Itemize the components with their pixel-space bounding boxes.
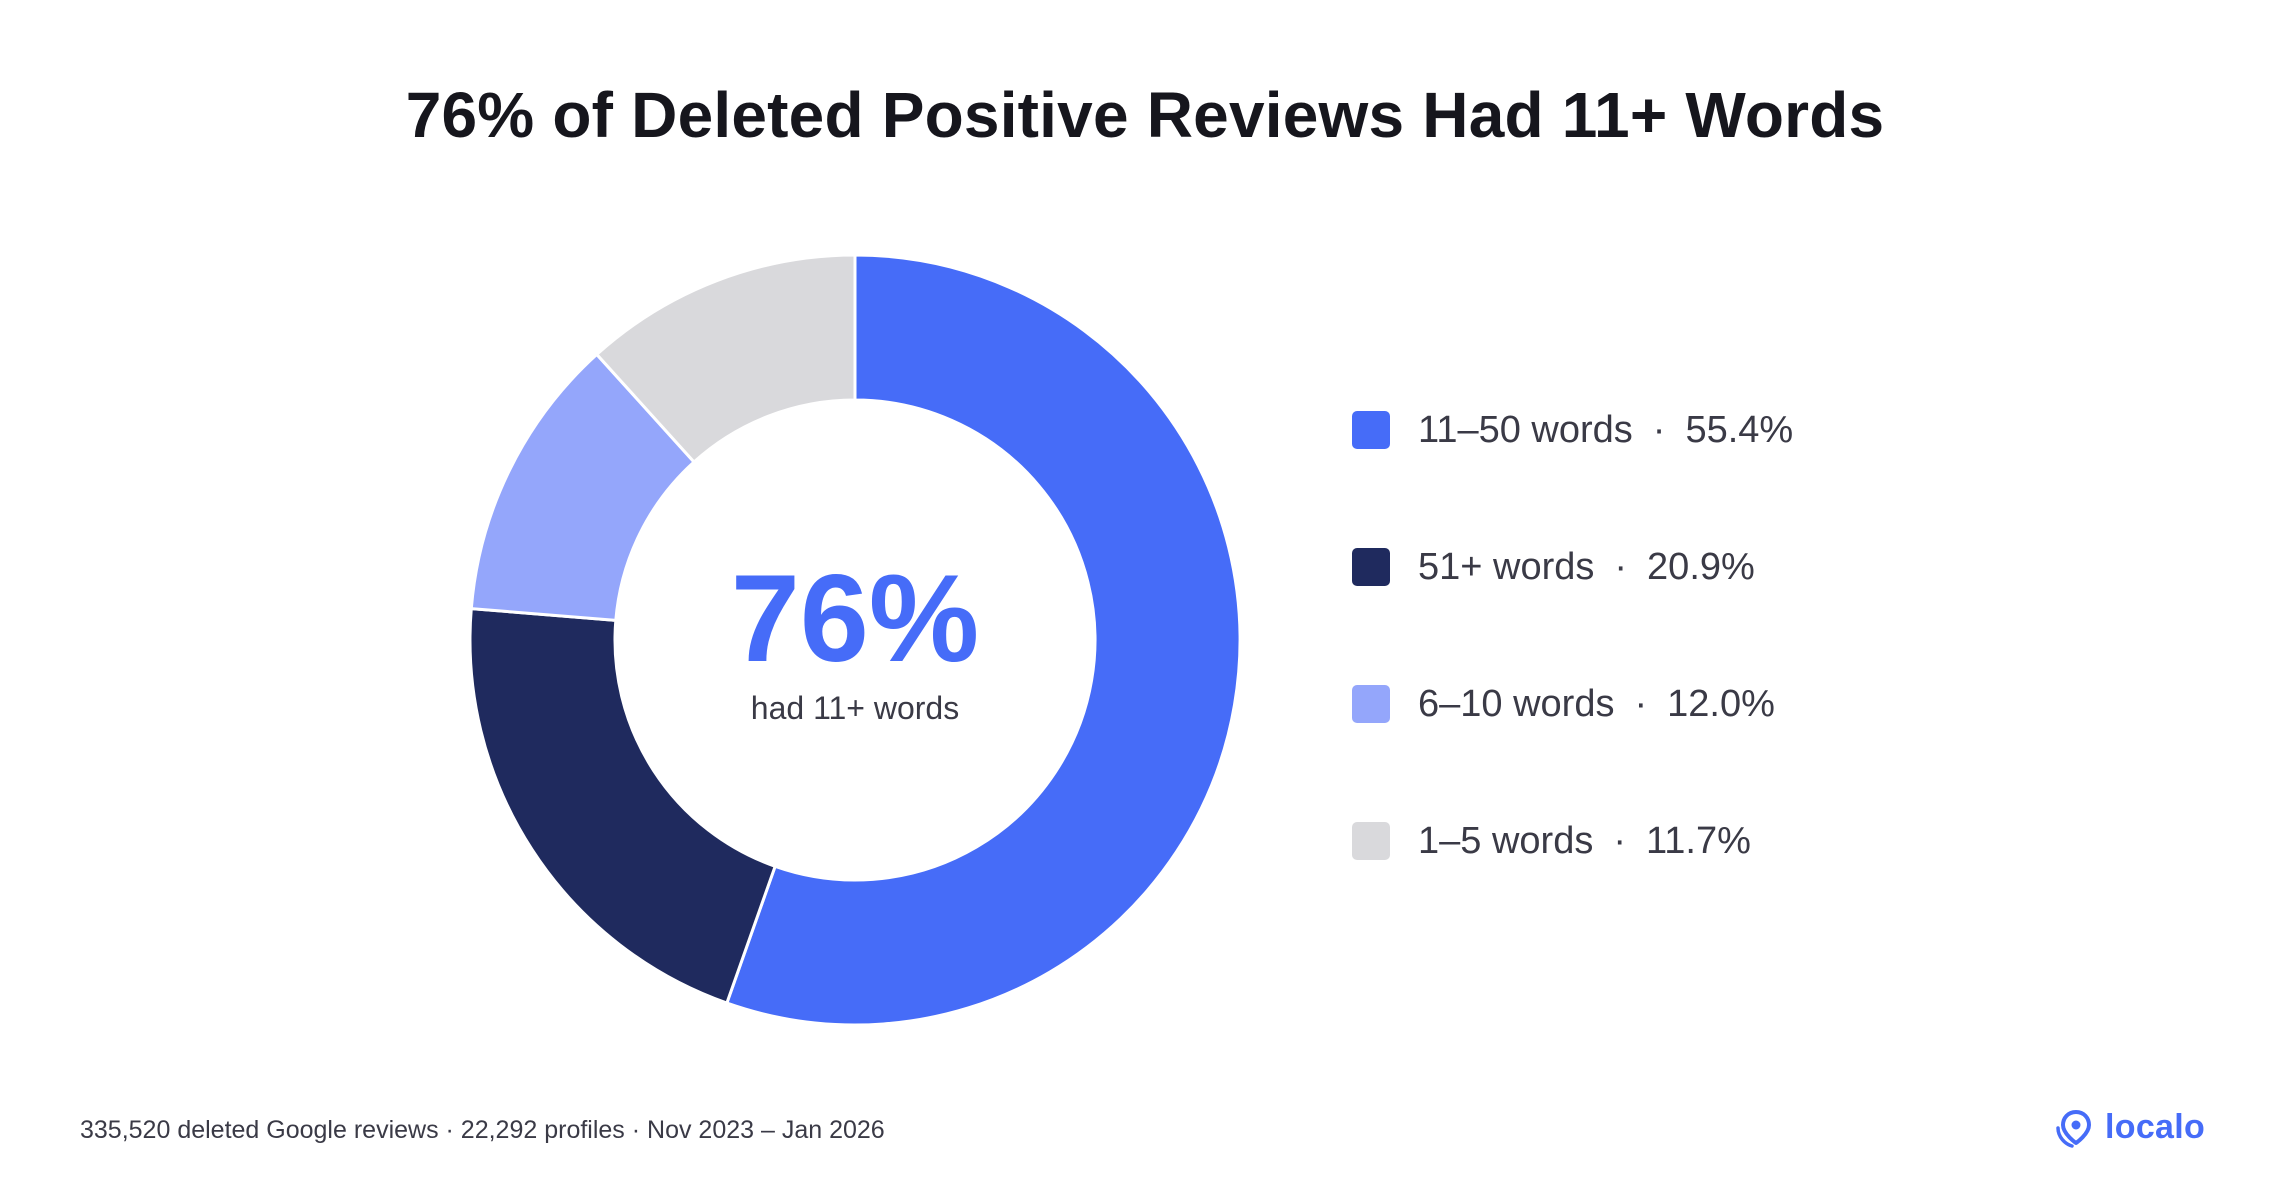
legend-swatch xyxy=(1352,548,1390,586)
legend-separator: · xyxy=(1652,408,1666,451)
legend-swatch xyxy=(1352,822,1390,860)
legend-item-6-10: 6–10 words · 12.0% xyxy=(1352,674,1775,734)
legend-item-11-50: 11–50 words · 55.4% xyxy=(1352,400,1793,460)
brand-name: localo xyxy=(2105,1107,2206,1146)
chart-title: 76% of Deleted Positive Reviews Had 11+ … xyxy=(405,79,1885,151)
donut-chart xyxy=(460,245,1250,1035)
donut-slice-1-5-words xyxy=(594,253,857,465)
legend-separator: · xyxy=(1614,545,1628,588)
donut-svg xyxy=(468,253,1242,1027)
legend-swatch xyxy=(1352,685,1390,723)
legend-label: 11–50 words xyxy=(1418,408,1633,451)
location-pin-icon xyxy=(2056,1110,2091,1148)
legend-swatch xyxy=(1352,411,1390,449)
legend-value: 12.0% xyxy=(1667,682,1775,725)
source-note: 335,520 deleted Google reviews · 22,292 … xyxy=(80,1116,885,1144)
legend-value: 11.7% xyxy=(1645,819,1751,862)
legend-value: 20.9% xyxy=(1647,545,1755,588)
legend-item-51-plus: 51+ words · 20.9% xyxy=(1352,537,1755,597)
legend-label: 1–5 words xyxy=(1418,819,1594,862)
legend-value: 55.4% xyxy=(1685,408,1794,451)
legend-separator: · xyxy=(1634,682,1648,725)
donut-slice-11-50-words xyxy=(724,253,1242,1027)
legend-item-1-5: 1–5 words · 11.7% xyxy=(1352,811,1751,871)
donut-slice-51plus-words xyxy=(468,606,778,1005)
legend-label: 6–10 words xyxy=(1418,682,1615,725)
legend-separator: · xyxy=(1613,819,1626,862)
brand-logo[interactable]: localo xyxy=(2055,1106,2205,1148)
legend-label: 51+ words xyxy=(1418,545,1595,588)
